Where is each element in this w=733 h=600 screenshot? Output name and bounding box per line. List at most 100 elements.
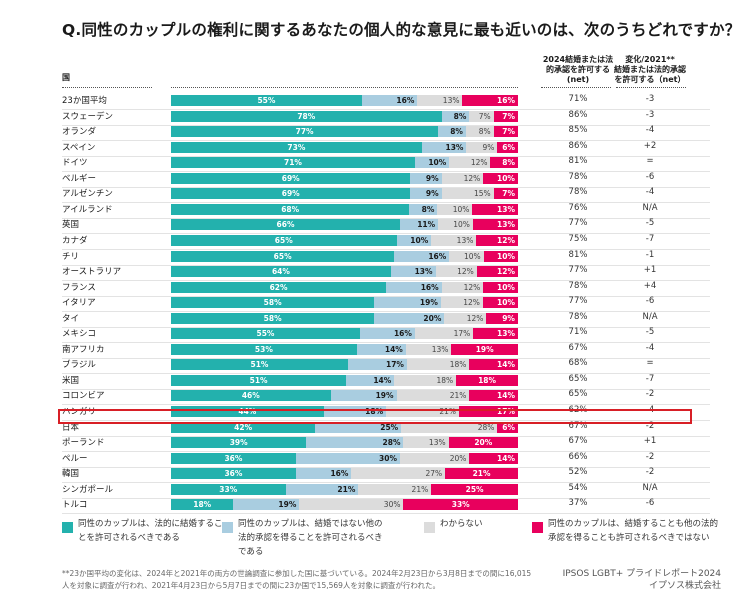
net-value: 85%	[568, 125, 588, 136]
row-divider	[62, 155, 710, 157]
country-label: アイルランド	[62, 204, 113, 215]
bar-segment-none: 7%	[493, 188, 518, 200]
bar-segment-none: 10%	[483, 250, 518, 262]
country-label: スペイン	[62, 142, 96, 153]
bar-segment-marriage: 64%	[171, 266, 391, 278]
net-value: 78%	[568, 187, 588, 198]
bar-segment-other-legal: 13%	[390, 266, 436, 278]
bar-segment-marriage: 44%	[171, 406, 324, 417]
net-value: 52%	[568, 467, 588, 478]
bar-segment-marriage: 66%	[171, 219, 401, 231]
table-row: タイ 58% 20% 12% 9% 78% N/A	[0, 311, 733, 328]
header-divider	[62, 87, 152, 88]
net-value: 67%	[568, 420, 588, 431]
net-value: 77%	[568, 296, 588, 307]
bar-segment-marriage: 51%	[171, 374, 347, 386]
bar-segment-marriage: 55%	[171, 328, 360, 340]
row-divider	[62, 435, 710, 437]
row-divider	[62, 124, 710, 126]
row-divider	[62, 202, 710, 204]
bar-segment-marriage: 18%	[171, 499, 234, 511]
bar-segment-none: 6%	[497, 141, 518, 153]
country-label: オランダ	[62, 127, 97, 138]
row-divider	[62, 404, 710, 406]
table-row: スウェーデン 78% 8% 7% 7% 86% -3	[0, 109, 733, 126]
country-column-header: 国	[62, 73, 70, 82]
net-value: 78%	[568, 311, 588, 322]
stacked-bar: 73% 13% 9% 6%	[171, 141, 518, 153]
table-row: オランダ 77% 8% 8% 7% 85% -4	[0, 124, 733, 142]
row-divider	[62, 388, 710, 390]
bar-segment-marriage: 36%	[171, 452, 296, 464]
change-value: +1	[643, 436, 657, 447]
change-value: +2	[643, 140, 657, 151]
row-divider	[62, 295, 710, 297]
bar-segment-unsure: 9%	[466, 141, 498, 153]
stacked-bar: 58% 19% 12% 10%	[171, 297, 518, 309]
bar-segment-none: 10%	[483, 172, 518, 184]
footnote: **23か国平均の変化は、2024年と2021年の両方の世論調査に参加した国に基…	[62, 569, 532, 590]
bar-segment-unsure: 12%	[444, 312, 487, 324]
bar-segment-other-legal: 8%	[409, 203, 438, 215]
table-row: 南アフリカ 53% 14% 13% 19% 67% -4	[0, 342, 733, 359]
bar-segment-other-legal: 9%	[410, 188, 442, 200]
stacked-bar: 33% 21% 21% 25%	[171, 483, 518, 495]
bar-segment-other-legal: 14%	[346, 374, 395, 386]
table-row: カナダ 65% 10% 13% 12% 75% -7	[0, 233, 733, 250]
country-label: ポーランド	[62, 438, 105, 449]
table-row: イタリア 58% 19% 12% 10% 77% -6	[0, 295, 733, 313]
net-value: 37%	[568, 498, 588, 509]
bar-segment-unsure: 7%	[469, 110, 494, 122]
row-divider	[62, 311, 710, 313]
source-credit: IPSOS LGBT+ プライドレポート2024 イプソス株式会社	[562, 569, 721, 591]
bar-segment-marriage: 73%	[171, 141, 422, 153]
change-value: -3	[645, 94, 655, 104]
row-divider	[62, 233, 710, 235]
japan-highlight-box	[58, 409, 692, 424]
stacked-bar: 36% 30% 20% 14%	[171, 452, 518, 464]
net-value: 66%	[568, 451, 588, 462]
legend-other-legal-swatch	[222, 522, 233, 533]
net-value: 71%	[568, 94, 588, 104]
country-label: ハンガリー	[62, 407, 105, 417]
change-value: -4	[645, 342, 655, 353]
row-divider	[62, 109, 710, 110]
bar-segment-none: 16%	[462, 95, 518, 106]
change-value: -3	[645, 109, 655, 120]
row-divider	[62, 248, 710, 250]
change-value: -4	[645, 125, 655, 136]
stacked-bar: 78% 8% 7% 7%	[171, 110, 518, 122]
bar-segment-other-legal: 16%	[359, 328, 415, 340]
bar-segment-none: 12%	[476, 266, 518, 278]
stacked-bar: 71% 10% 12% 8%	[171, 157, 518, 169]
bar-segment-none: 17%	[458, 406, 518, 417]
bar-segment-unsure: 12%	[440, 297, 483, 309]
net-value: 67%	[568, 436, 588, 447]
change-value: -5	[645, 327, 655, 338]
country-label: ペルー	[62, 453, 88, 464]
bar-segment-other-legal: 8%	[438, 126, 466, 138]
change-value: -2	[645, 451, 655, 462]
bar-segment-unsure: 10%	[438, 219, 473, 231]
bar-segment-marriage: 69%	[171, 172, 411, 184]
bar-segment-unsure: 21%	[358, 483, 432, 495]
bar-segment-unsure: 12%	[441, 281, 484, 293]
table-row: シンガポール 33% 21% 21% 25% 54% N/A	[0, 482, 733, 499]
bar-segment-other-legal: 16%	[386, 281, 442, 293]
net-value: 54%	[568, 482, 588, 493]
bar-segment-other-legal: 19%	[374, 297, 441, 309]
net-value: 67%	[568, 342, 588, 353]
change-value: -6	[645, 296, 655, 307]
bar-segment-other-legal: 20%	[374, 312, 445, 324]
bar-segment-other-legal: 18%	[323, 406, 387, 417]
change-value: -5	[645, 218, 655, 229]
bar-segment-none: 18%	[456, 374, 518, 386]
bar-segment-other-legal: 16%	[394, 250, 450, 262]
legend-none-label: 同性のカップルは、結婚することも他の法的承認を得ることも許可されるべきではない	[548, 519, 719, 543]
country-label: ブラジル	[62, 360, 96, 371]
row-divider	[62, 513, 710, 515]
table-row: スペイン 73% 13% 9% 6% 86% +2	[0, 140, 733, 157]
change-value: N/A	[642, 311, 658, 322]
country-label: 23か国平均	[62, 96, 107, 106]
change-column-header: 変化/2021** 結婚または法的承認 を許可する（net）	[614, 55, 686, 84]
